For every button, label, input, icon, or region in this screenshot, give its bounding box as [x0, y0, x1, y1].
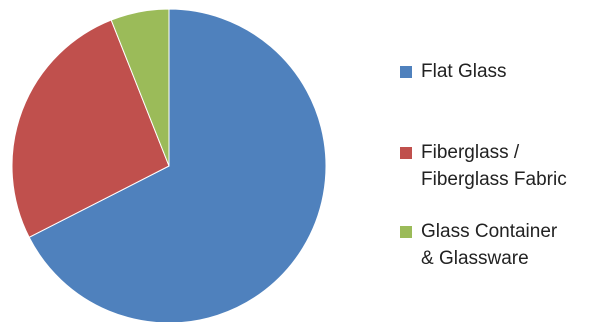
legend-item-flat-glass: Flat Glass — [400, 58, 507, 85]
legend-label-flat-glass: Flat Glass — [421, 61, 507, 82]
legend-swatch-glass-container — [400, 226, 412, 238]
legend-swatch-fiberglass — [400, 147, 412, 159]
legend-item-glass-container: Glass Container & Glassware — [400, 218, 557, 272]
legend: Flat Glass Fiberglass / Fiberglass Fabri… — [400, 0, 605, 322]
pie-slice-flat-glass — [28, 8, 327, 322]
legend-swatch-flat-glass — [400, 66, 412, 78]
pie-slice-fiberglass — [11, 19, 170, 238]
legend-label-glass-container: Glass Container & Glassware — [421, 221, 558, 269]
legend-label-fiberglass: Fiberglass / Fiberglass Fabric — [421, 142, 567, 190]
legend-item-fiberglass: Fiberglass / Fiberglass Fabric — [400, 139, 567, 193]
pie-slice-glass-container — [110, 8, 170, 167]
pie-plot-area — [11, 8, 327, 322]
